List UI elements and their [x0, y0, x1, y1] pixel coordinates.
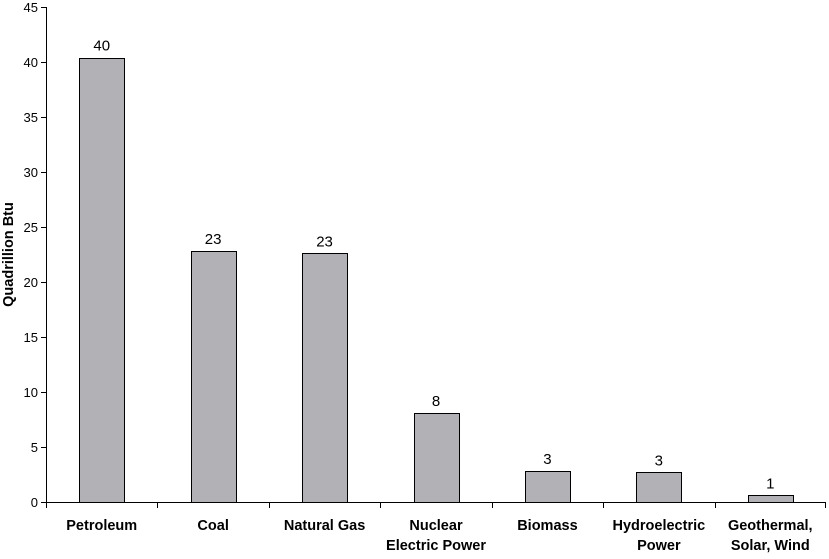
x-tick-label-line: Petroleum — [66, 518, 137, 534]
x-tick-label-line: Coal — [197, 518, 228, 534]
y-axis-label: Quadrillion Btu — [1, 202, 17, 307]
data-label: 3 — [543, 451, 551, 468]
y-tick-label: 25 — [24, 220, 38, 235]
x-tick-label-line: Nuclear — [409, 518, 463, 534]
x-tick-label-line: Biomass — [517, 518, 577, 534]
y-tick-label: 20 — [24, 275, 38, 290]
bar-3 — [414, 413, 460, 503]
x-tick-label: Geothermal, Solar, Wind — [728, 518, 813, 554]
y-tick-label: 45 — [24, 0, 38, 15]
x-tick-label-line: Power — [637, 538, 681, 554]
bar-0 — [79, 58, 125, 503]
x-tick-label: Nuclear Electric Power — [386, 518, 486, 554]
x-tick-label: Biomass — [517, 518, 577, 534]
x-tick-label-line: Geothermal, — [728, 518, 813, 534]
bar-2 — [302, 253, 348, 503]
x-tick-label: Hydroelectric Power — [613, 518, 706, 554]
x-tick-label: Coal — [197, 518, 228, 534]
data-label: 40 — [93, 38, 110, 55]
y-tick-label: 35 — [24, 110, 38, 125]
bar-4 — [525, 471, 571, 503]
data-label: 1 — [766, 475, 774, 492]
bar-1 — [191, 251, 237, 503]
data-label: 3 — [655, 452, 663, 469]
y-tick-label: 10 — [24, 385, 38, 400]
x-tick-label: Petroleum — [66, 518, 137, 534]
bar-5 — [636, 472, 682, 503]
data-label: 23 — [205, 231, 222, 248]
bar-6 — [748, 495, 794, 503]
y-tick-label: 0 — [31, 495, 38, 510]
data-label: 23 — [316, 233, 333, 250]
y-tick-label: 30 — [24, 165, 38, 180]
x-tick-label: Natural Gas — [284, 518, 365, 534]
data-label: 8 — [432, 393, 440, 410]
x-tick-label-line: Solar, Wind — [731, 538, 810, 554]
y-tick-label: 5 — [31, 440, 38, 455]
x-tick-label-line: Electric Power — [386, 538, 486, 554]
x-tick-label-line: Hydroelectric — [613, 518, 706, 534]
y-tick-label: 40 — [24, 55, 38, 70]
y-tick-label: 15 — [24, 330, 38, 345]
x-tick-label-line: Natural Gas — [284, 518, 365, 534]
